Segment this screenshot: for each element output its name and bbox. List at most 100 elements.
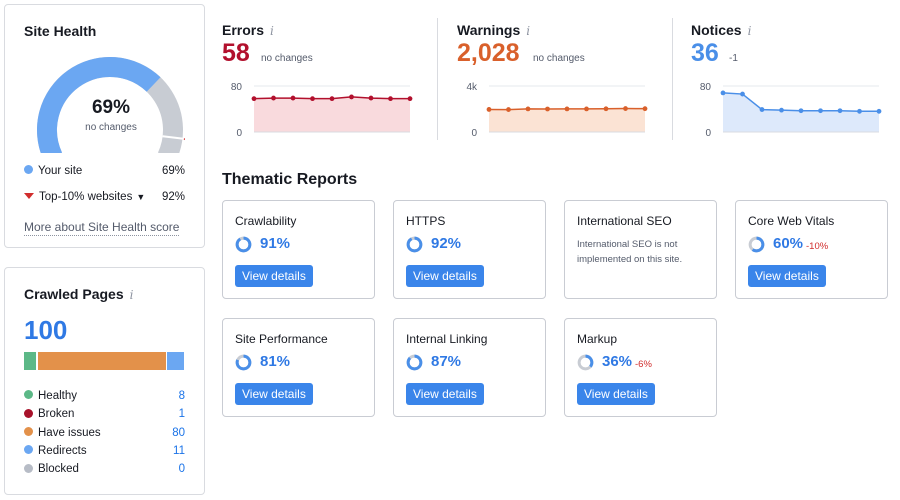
trend-point[interactable] xyxy=(564,106,570,112)
report-title[interactable]: Markup xyxy=(577,332,618,346)
site-health-gauge xyxy=(37,57,185,153)
legend-broken[interactable]: Broken 1 xyxy=(24,408,185,424)
trend-point[interactable] xyxy=(251,96,257,102)
trend-point[interactable] xyxy=(798,108,804,114)
report-title[interactable]: Internal Linking xyxy=(406,332,488,346)
trend-point[interactable] xyxy=(623,106,628,111)
view-details-button[interactable]: View details xyxy=(577,383,655,405)
legend-label[interactable]: Top-10% websites xyxy=(39,191,133,203)
crawled-pages-total[interactable]: 100 xyxy=(24,315,68,345)
progress-ring-icon xyxy=(406,236,423,253)
report-score: 81% xyxy=(260,353,291,370)
progress-ring-icon xyxy=(748,236,765,253)
errors-panel: Errors i 58 no changes 80 0 xyxy=(222,18,418,143)
trend-point[interactable] xyxy=(329,96,335,102)
legend-redirects[interactable]: Redirects 11 xyxy=(24,445,185,461)
report-title[interactable]: Crawlability xyxy=(235,214,297,228)
trend-point[interactable] xyxy=(310,96,315,102)
report-card-core-web-vitals[interactable]: Core Web Vitals 60% -10% View details xyxy=(735,200,888,299)
thematic-reports-title: Thematic Reports xyxy=(222,171,358,188)
trend-point[interactable] xyxy=(759,107,765,112)
trend-point[interactable] xyxy=(506,107,511,112)
info-icon[interactable]: i xyxy=(747,24,752,38)
trend-point[interactable] xyxy=(720,90,726,96)
trend-point[interactable] xyxy=(388,96,393,102)
crawled-pages-title-text: Crawled Pages xyxy=(24,286,124,302)
legend-label: Have issues xyxy=(38,426,101,439)
report-score-change: -10% xyxy=(806,241,829,252)
report-title[interactable]: Core Web Vitals xyxy=(748,214,835,228)
report-card-https[interactable]: HTTPS 92% View details xyxy=(393,200,546,299)
info-icon[interactable]: i xyxy=(270,24,274,38)
report-card-markup[interactable]: Markup 36% -6% View details xyxy=(564,318,717,417)
report-note: International SEO is not implemented on … xyxy=(577,239,683,265)
site-health-score: 69% xyxy=(91,97,131,118)
your-site-dot-icon xyxy=(24,165,33,175)
report-card-internal-linking[interactable]: Internal Linking 87% View details xyxy=(393,318,546,417)
errors-count[interactable]: 58 xyxy=(222,39,250,67)
report-title[interactable]: Site Performance xyxy=(235,332,328,346)
bar-segment-healthy[interactable] xyxy=(24,352,37,370)
view-details-button[interactable]: View details xyxy=(406,265,484,287)
legend-label: Healthy xyxy=(38,390,77,402)
legend-dot-icon xyxy=(24,390,33,400)
trend-point[interactable] xyxy=(368,95,374,101)
report-title[interactable]: International SEO xyxy=(577,214,672,228)
trend-point[interactable] xyxy=(545,106,550,112)
view-details-button[interactable]: View details xyxy=(235,265,313,287)
notices-count[interactable]: 36 xyxy=(691,39,719,67)
trend-point[interactable] xyxy=(349,94,354,100)
divider xyxy=(437,18,438,140)
more-about-site-health-link[interactable]: More about Site Health score xyxy=(24,220,180,236)
legend-top-websites[interactable]: Top-10% websites ▼ 92% xyxy=(24,191,185,207)
errors-trend-chart: 80 0 xyxy=(231,82,413,139)
trend-point[interactable] xyxy=(603,106,609,112)
view-details-button[interactable]: View details xyxy=(406,383,484,405)
trend-point[interactable] xyxy=(642,106,648,112)
progress-ring-icon xyxy=(577,354,594,371)
legend-have-issues[interactable]: Have issues 80 xyxy=(24,427,185,443)
view-details-button[interactable]: View details xyxy=(748,265,826,287)
legend-value[interactable]: 1 xyxy=(178,408,185,421)
legend-value[interactable]: 0 xyxy=(178,463,185,476)
trend-point[interactable] xyxy=(486,107,492,112)
trend-point[interactable] xyxy=(740,91,745,97)
legend-blocked[interactable]: Blocked 0 xyxy=(24,463,185,479)
bar-segment-redirects[interactable] xyxy=(167,352,185,370)
trend-point[interactable] xyxy=(779,107,784,113)
report-card-international-seo[interactable]: International SEO International SEO is no… xyxy=(564,200,717,299)
trend-point[interactable] xyxy=(290,95,296,101)
y-tick-max: 80 xyxy=(700,82,712,93)
trend-point[interactable] xyxy=(271,95,276,101)
report-card-site-performance[interactable]: Site Performance 81% View details xyxy=(222,318,375,417)
bar-segment-broken[interactable] xyxy=(36,352,39,370)
trend-point[interactable] xyxy=(818,108,823,114)
info-icon[interactable]: i xyxy=(129,288,134,302)
legend-value[interactable]: 11 xyxy=(173,444,185,457)
warnings-count[interactable]: 2,028 xyxy=(457,39,520,67)
trend-point[interactable] xyxy=(837,108,843,114)
notices-trend-chart: 80 0 xyxy=(700,82,882,139)
report-score-change: -6% xyxy=(635,359,652,370)
bar-segment-have-issues[interactable] xyxy=(38,352,168,370)
trend-point[interactable] xyxy=(584,106,589,112)
legend-value[interactable]: 8 xyxy=(178,390,185,402)
trend-point[interactable] xyxy=(407,96,413,102)
info-icon[interactable]: i xyxy=(526,24,531,38)
legend-dot-icon xyxy=(24,427,33,437)
report-card-crawlability[interactable]: Crawlability 91% View details xyxy=(222,200,375,299)
warnings-panel: Warnings i 2,028 no changes 4k 0 xyxy=(457,18,653,143)
errors-change: no changes xyxy=(261,53,313,64)
y-tick-min: 0 xyxy=(236,128,242,139)
view-details-button[interactable]: View details xyxy=(235,383,313,405)
trend-point[interactable] xyxy=(857,108,862,114)
report-score: 92% xyxy=(431,235,462,252)
report-title[interactable]: HTTPS xyxy=(406,214,446,228)
trend-point[interactable] xyxy=(876,108,882,114)
y-tick-min: 0 xyxy=(471,128,477,139)
chevron-down-icon[interactable]: ▼ xyxy=(136,192,146,202)
legend-healthy[interactable]: Healthy 8 xyxy=(24,390,185,406)
trend-point[interactable] xyxy=(525,106,531,112)
legend-label: Redirects xyxy=(38,444,87,457)
legend-value[interactable]: 80 xyxy=(172,426,185,439)
